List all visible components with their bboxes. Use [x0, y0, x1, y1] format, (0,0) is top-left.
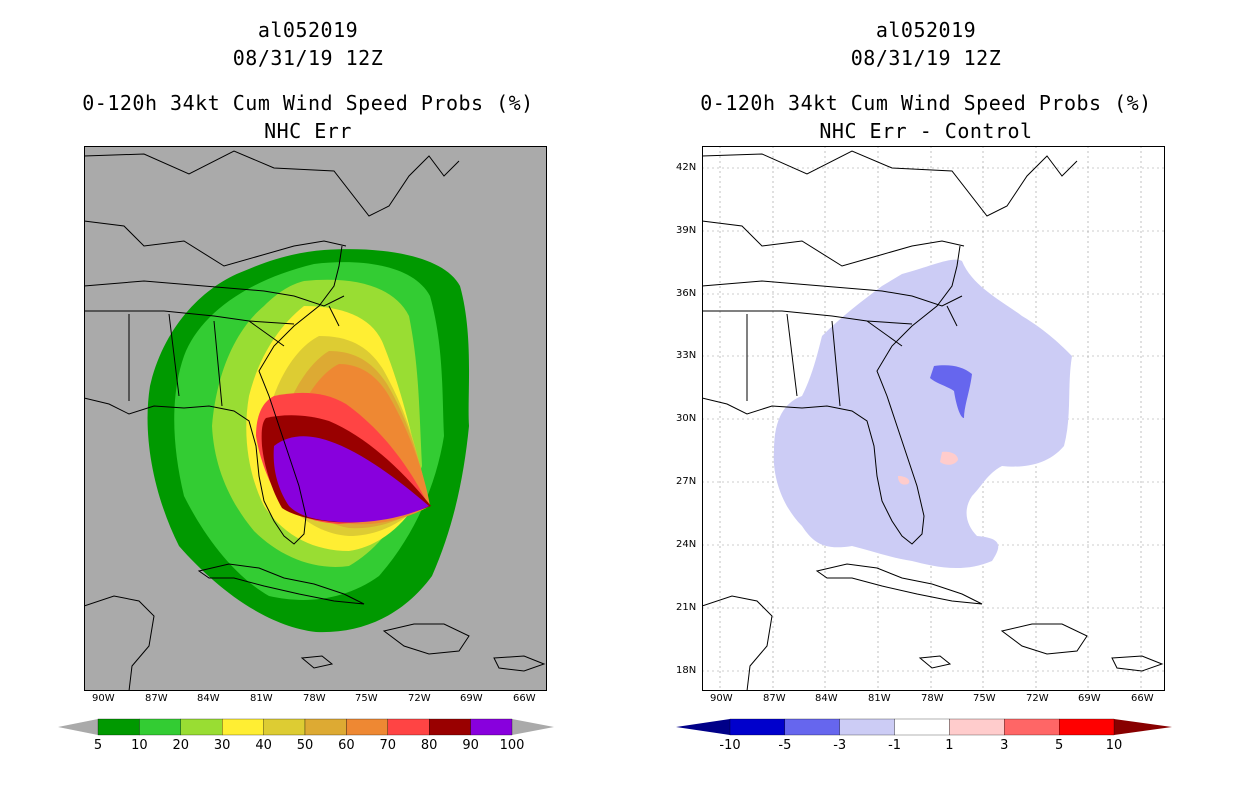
- colorbar-cell-0: [97, 718, 140, 736]
- left-colorbar: [58, 718, 554, 736]
- diff-band-neg1-neg3: [773, 259, 1072, 569]
- colorbar-cell-1: [139, 718, 181, 736]
- colorbar-cell-6: [1059, 718, 1115, 736]
- lat-label-30n: 30N: [676, 413, 697, 424]
- right-lat-labels: 42N 39N 36N 33N 30N 27N 24N 21N 18N: [676, 146, 702, 691]
- colorbar-label-7: 70: [379, 738, 397, 753]
- lon-label-66w: 66W: [1131, 693, 1154, 704]
- colorbar-cell-3: [894, 718, 950, 736]
- left-map-frame: [84, 146, 547, 691]
- right-subtitle: NHC Err - Control: [819, 119, 1033, 143]
- left-datetime: 08/31/19 12Z: [232, 46, 384, 70]
- colorbar-cell-5: [304, 718, 347, 736]
- colorbar-cell-2: [839, 718, 895, 736]
- right-coastlines: [702, 150, 1164, 691]
- right-map-frame: [702, 146, 1165, 691]
- left-subtitle: NHC Err: [264, 119, 352, 143]
- colorbar-label-6: 5: [1055, 738, 1064, 753]
- colorbar-label-1: 10: [131, 738, 148, 753]
- left-lon-labels: 90W 87W 84W 81W 78W 75W 72W 69W 66W: [84, 693, 547, 707]
- lon-label-90w: 90W: [710, 693, 733, 704]
- lon-label-90w: 90W: [92, 693, 115, 704]
- lon-label-69w: 69W: [1078, 693, 1101, 704]
- left-colorbar-labels: 5 10 20 30 40 50 60 70 80 90 100: [58, 738, 554, 754]
- left-coastlines: [84, 150, 546, 691]
- colorbar-label-9: 90: [462, 738, 479, 753]
- lat-label-39n: 39N: [676, 225, 697, 236]
- colorbar-label-8: 80: [420, 738, 438, 753]
- colorbar-cell-5: [1004, 718, 1060, 736]
- colorbar-cell-9: [470, 718, 513, 736]
- colorbar-high-arrow: [512, 719, 554, 735]
- right-colorbar: [676, 718, 1172, 736]
- left-storm-id: al052019: [257, 18, 359, 42]
- colorbar-cell-3: [222, 718, 264, 736]
- lat-label-27n: 27N: [676, 476, 697, 487]
- left-product-title: 0-120h 34kt Cum Wind Speed Probs (%): [82, 91, 534, 115]
- lon-label-75w: 75W: [355, 693, 378, 704]
- diff-band-pos1-pos3-a: [940, 451, 958, 465]
- lon-label-66w: 66W: [513, 693, 536, 704]
- lat-label-33n: 33N: [676, 350, 697, 361]
- colorbar-label-4: 1: [945, 738, 954, 753]
- colorbar-label-5: 50: [296, 738, 314, 753]
- right-datetime: 08/31/19 12Z: [850, 46, 1002, 70]
- lat-label-36n: 36N: [676, 288, 697, 299]
- right-difference-map: [702, 146, 1165, 691]
- colorbar-low-arrow: [676, 719, 730, 735]
- colorbar-label-3: -1: [888, 738, 902, 753]
- lat-label-24n: 24N: [676, 539, 697, 550]
- colorbar-label-0: -10: [719, 738, 741, 753]
- colorbar-high-arrow: [1114, 719, 1172, 735]
- lon-label-81w: 81W: [250, 693, 273, 704]
- diff-band-pos1-pos3-b: [898, 476, 910, 485]
- colorbar-label-10: 100: [499, 738, 525, 753]
- colorbar-label-6: 60: [338, 738, 355, 753]
- lat-label-42n: 42N: [676, 162, 697, 173]
- lon-label-81w: 81W: [868, 693, 891, 704]
- lon-label-72w: 72W: [408, 693, 431, 704]
- right-lon-labels: 90W 87W 84W 81W 78W 75W 72W 69W 66W: [702, 693, 1165, 707]
- right-colorbar-cells: [729, 718, 1115, 736]
- colorbar-cell-8: [429, 718, 471, 736]
- left-probability-map: 42N 39N 36N 33N 30N 27N 24N 21N 18N: [84, 146, 547, 691]
- lat-label-18n: 18N: [676, 665, 697, 676]
- lon-label-84w: 84W: [815, 693, 838, 704]
- colorbar-label-0: 5: [93, 738, 103, 753]
- lon-label-78w: 78W: [303, 693, 326, 704]
- colorbar-label-2: -3: [833, 738, 847, 753]
- colorbar-low-arrow: [58, 719, 98, 735]
- colorbar-label-1: -5: [778, 738, 792, 753]
- colorbar-label-2: 20: [172, 738, 190, 753]
- colorbar-cell-4: [263, 718, 306, 736]
- right-storm-id: al052019: [875, 18, 977, 42]
- prob-band-90: [273, 436, 429, 523]
- lon-label-69w: 69W: [460, 693, 483, 704]
- colorbar-cell-1: [784, 718, 840, 736]
- colorbar-cell-2: [180, 718, 223, 736]
- colorbar-cell-6: [346, 718, 388, 736]
- right-colorbar-labels: -10 -5 -3 -1 1 3 5 10: [676, 738, 1172, 754]
- lon-label-75w: 75W: [973, 693, 996, 704]
- colorbar-cell-7: [387, 718, 430, 736]
- colorbar-label-4: 40: [255, 738, 272, 753]
- lon-label-84w: 84W: [197, 693, 220, 704]
- lon-label-87w: 87W: [145, 693, 168, 704]
- colorbar-label-5: 3: [1000, 738, 1009, 753]
- diff-band-neg3-neg5: [930, 365, 972, 418]
- lon-label-72w: 72W: [1026, 693, 1049, 704]
- colorbar-cell-0: [729, 718, 786, 736]
- lat-label-21n: 21N: [676, 602, 697, 613]
- colorbar-label-3: 30: [213, 738, 231, 753]
- left-colorbar-cells: [97, 718, 513, 736]
- colorbar-label-7: 10: [1105, 738, 1123, 753]
- colorbar-cell-4: [949, 718, 1005, 736]
- lon-label-78w: 78W: [921, 693, 944, 704]
- lon-label-87w: 87W: [763, 693, 786, 704]
- right-product-title: 0-120h 34kt Cum Wind Speed Probs (%): [700, 91, 1152, 115]
